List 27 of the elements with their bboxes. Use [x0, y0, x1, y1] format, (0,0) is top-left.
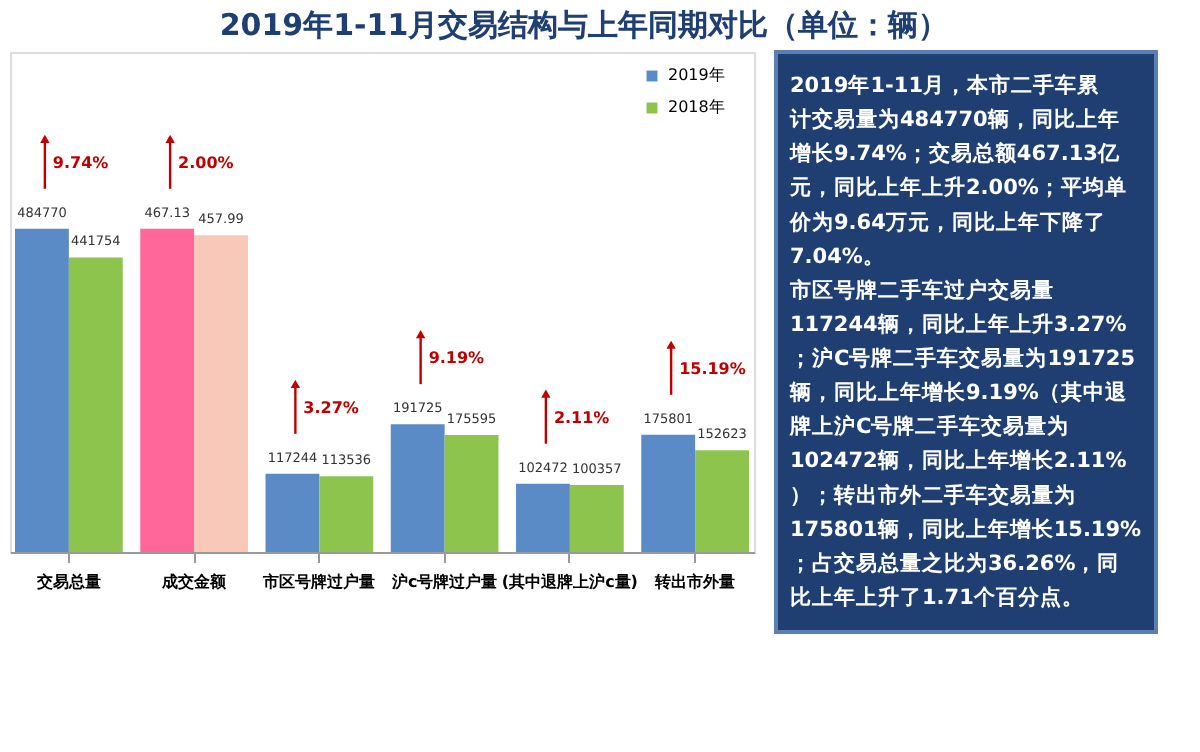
bar — [569, 485, 624, 552]
bar — [15, 228, 69, 552]
legend-label: 2019年 — [668, 66, 725, 84]
x-tick-label: 转出市外量 — [653, 571, 736, 591]
annotation: 2.00% — [178, 153, 234, 172]
bar — [695, 450, 749, 552]
bar — [641, 434, 696, 552]
chart-title: 2019年1-11月交易结构与上年同期对比（单位：辆） — [219, 7, 949, 43]
text: 2019年1-11月，本市二手车累计交易量为484770辆，同比上年增长9.74%；交易总额467.13亿元，同比上年上升2.00%；平均单价为9.64万元，同比上年下降了7.04%。 — [788, 72, 1127, 269]
annotation: 9.74% — [52, 153, 109, 172]
bar — [444, 434, 499, 552]
bar — [390, 424, 445, 552]
annotation: 3.27% — [303, 398, 359, 417]
x-tick-label: (其中退牌上沪c量) — [501, 571, 638, 591]
x-tick-label: 沪c号牌过户量 — [389, 571, 498, 591]
x-tick-label: 市区号牌过户量 — [261, 571, 376, 591]
bar — [265, 473, 320, 552]
bar — [68, 257, 123, 552]
bar — [319, 476, 374, 552]
bar — [516, 483, 570, 552]
x-tick-label: 交易总量 — [34, 571, 101, 591]
legend-label: 2018年 — [668, 98, 725, 116]
x-tick-label: 成交金额 — [160, 571, 229, 591]
text: 市区号牌二手车过户交易量117244辆，同比上年上升3.27%；沪C号牌二手车交易量为191725辆，同比上年增长9.19%（其中退牌上沪C号牌二手车交易量为102472辆，同比上年增长2.11%）；转出市外二手车交易量为175801辆，同比上年增长15.19%；占交易总量之比为36.26%，同比上年上升了1.71个百分点。 — [790, 278, 1142, 610]
annotation: 2.11% — [553, 408, 610, 427]
annotation: 9.19% — [428, 349, 485, 368]
annotation: 15.19% — [679, 359, 746, 378]
